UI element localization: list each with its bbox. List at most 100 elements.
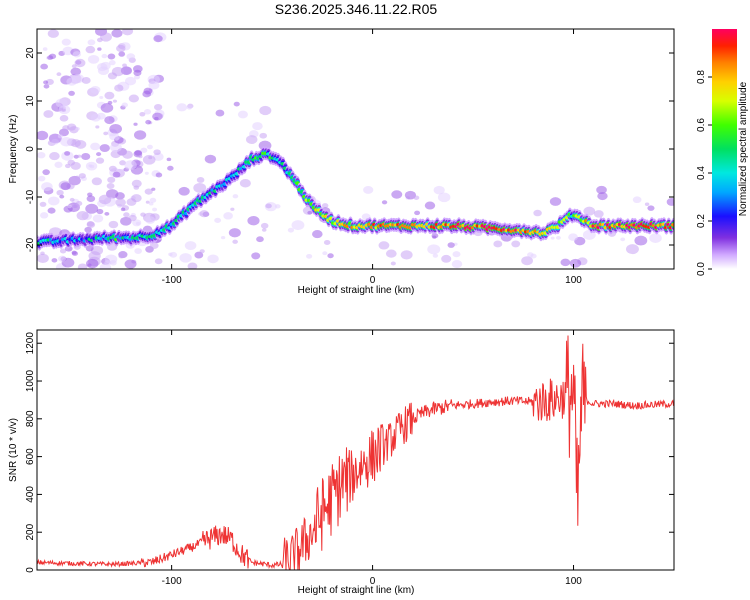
spectrogram-y-ticks: -20 -10 0 10 20 (25, 47, 674, 252)
noise-blob (96, 152, 102, 157)
colorbar-tick-label: 0.6 (696, 118, 707, 132)
noise-blob (620, 237, 626, 242)
noise-blob (59, 114, 69, 122)
noise-blob (632, 196, 642, 204)
noise-blob (140, 147, 148, 153)
noise-blob (207, 254, 219, 264)
noise-blob (118, 254, 125, 259)
noise-blob (110, 150, 122, 159)
noise-blob (251, 252, 261, 260)
noise-blob (121, 102, 129, 108)
noise-blob (596, 185, 607, 195)
noise-blob (550, 236, 555, 240)
noise-blob (124, 160, 137, 170)
noise-blob (104, 260, 112, 266)
noise-blob (133, 185, 140, 190)
noise-blob (124, 259, 137, 269)
noise-blob (115, 198, 126, 207)
snr-panel: -100 0 100 0 200 400 600 800 1000 1200 Height of… (8, 329, 675, 596)
noise-blob (327, 253, 334, 259)
noise-blob (39, 201, 47, 207)
noise-blob (149, 197, 157, 203)
y-tick-label: 0 (25, 146, 36, 152)
noise-blob (569, 258, 582, 268)
noise-blob (597, 192, 608, 201)
noise-blob (142, 154, 156, 165)
y-tick-label: 10 (25, 95, 36, 107)
noise-blob (232, 194, 239, 199)
noise-blob (521, 256, 533, 266)
noise-blob (194, 251, 204, 259)
noise-blob (148, 201, 154, 206)
noise-blob (64, 151, 71, 156)
noise-blob (75, 126, 80, 131)
colorbar-gradient (712, 29, 737, 269)
noise-blob (77, 154, 82, 158)
noise-blob (128, 214, 137, 222)
noise-blob (95, 157, 105, 164)
noise-blob (49, 152, 60, 161)
noise-blob (424, 201, 436, 210)
noise-blob (451, 260, 463, 269)
noise-blob (90, 142, 101, 151)
noise-blob (154, 103, 163, 111)
noise-blob (232, 239, 238, 244)
noise-blob (74, 175, 81, 180)
noise-blob (323, 239, 331, 245)
noise-blob (321, 203, 329, 209)
noise-blob (43, 110, 54, 118)
noise-blob (145, 119, 152, 125)
spectrogram-noise (37, 29, 674, 269)
noise-blob (144, 188, 153, 195)
noise-blob (86, 221, 96, 229)
noise-blob (193, 182, 207, 193)
noise-blob (252, 122, 263, 131)
noise-blob (135, 221, 141, 226)
noise-blob (37, 253, 49, 263)
noise-blob (256, 236, 264, 243)
noise-blob (184, 241, 197, 251)
noise-blob (85, 203, 99, 214)
noise-blob (432, 253, 439, 258)
noise-blob (220, 235, 226, 240)
noise-blob (199, 210, 209, 218)
noise-blob (38, 175, 46, 182)
noise-blob (123, 212, 130, 218)
noise-blob (230, 207, 235, 211)
noise-blob (51, 258, 58, 263)
noise-blob (264, 202, 277, 212)
y-tick-label: -10 (25, 189, 36, 204)
noise-blob (99, 95, 104, 100)
noise-blob (90, 113, 101, 122)
noise-blob (247, 216, 260, 226)
noise-blob (178, 186, 190, 196)
snr-frame (36, 329, 675, 571)
noise-blob (120, 216, 132, 226)
noise-blob (433, 185, 445, 195)
noise-blob (133, 122, 138, 126)
noise-blob (187, 262, 198, 269)
noise-blob (199, 249, 205, 254)
noise-blob (634, 235, 648, 246)
noise-blob (67, 204, 72, 209)
noise-blob (142, 90, 152, 98)
noise-blob (245, 135, 258, 144)
y-tick-label: -20 (25, 237, 36, 252)
noise-blob (214, 217, 222, 223)
noise-blob (84, 226, 92, 233)
y-tick-label: 600 (25, 448, 36, 465)
noise-blob (138, 155, 143, 159)
noise-blob (40, 63, 48, 70)
noise-blob (118, 51, 125, 56)
noise-blob (107, 53, 116, 60)
noise-blob (43, 80, 49, 85)
noise-blob (556, 235, 561, 240)
spectrogram-x-ticks: -100 0 100 (162, 29, 582, 286)
noise-blob (101, 53, 108, 59)
noise-blob (108, 165, 117, 172)
colorbar-label: Normalized spectral amplitude (738, 81, 749, 216)
noise-blob (223, 212, 233, 220)
noise-blob (154, 258, 163, 265)
noise-blob (307, 210, 313, 215)
